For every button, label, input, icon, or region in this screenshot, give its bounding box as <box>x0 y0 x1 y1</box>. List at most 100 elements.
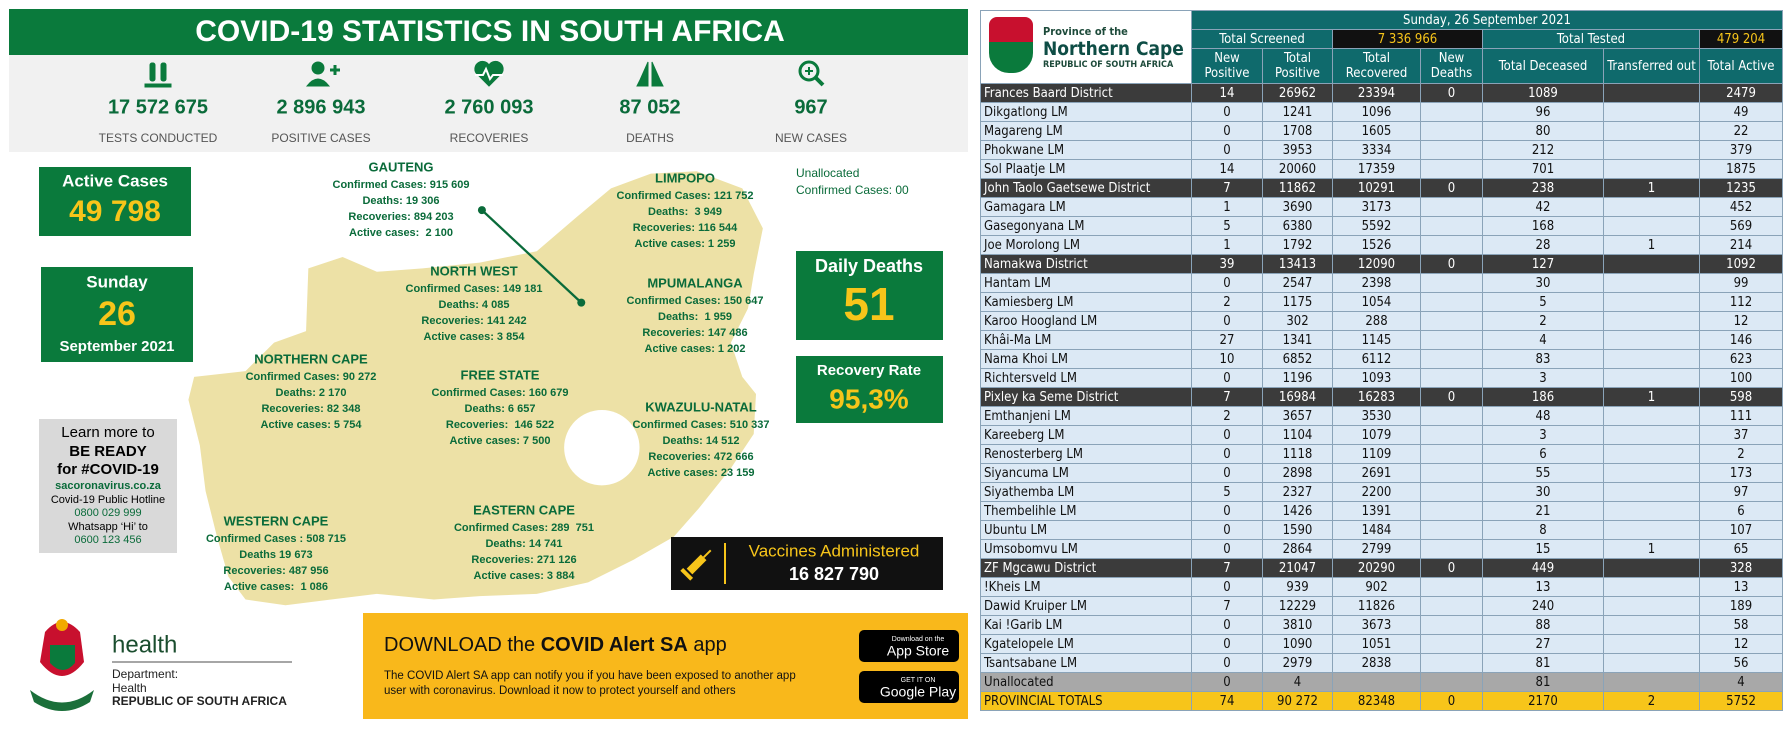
table-cell <box>1420 311 1483 331</box>
table-cell: 3673 <box>1332 615 1421 635</box>
table-cell: Total Recovered <box>1332 48 1421 84</box>
table-cell <box>1420 368 1483 388</box>
table-cell: 2979 <box>1262 653 1333 673</box>
table-cell: 20060 <box>1262 159 1333 179</box>
table-cell: 1093 <box>1332 368 1421 388</box>
table-cell: 3530 <box>1332 406 1421 426</box>
table-cell: 10291 <box>1332 178 1421 198</box>
province-stat: Deaths 19 673 <box>239 549 312 561</box>
table-cell: 5 <box>1191 482 1263 502</box>
hands-icon <box>636 61 664 87</box>
stat-value: 2 896 943 <box>277 96 366 118</box>
table-cell: 2 <box>1482 311 1604 331</box>
stat-label: NEW CASES <box>775 131 847 145</box>
table-cell: 1 <box>1191 197 1263 217</box>
table-cell: 2 <box>1191 292 1263 312</box>
table-cell <box>1603 311 1700 331</box>
table-cell: 0 <box>1191 539 1263 559</box>
table-cell: Umsobomvu LM <box>980 539 1192 559</box>
table-cell: 173 <box>1698 463 1784 483</box>
table-cell: New Positive <box>1191 48 1263 84</box>
table-cell: 1051 <box>1332 634 1421 654</box>
label: Recovery Rate <box>817 362 921 379</box>
map <box>188 171 763 606</box>
table-cell: Joe Morolong LM <box>980 235 1192 255</box>
table-cell: 1 <box>1603 178 1700 198</box>
province-stat: Active cases: 1 202 <box>645 343 746 355</box>
label: GET IT ON <box>901 677 936 684</box>
table-cell: 0 <box>1420 691 1483 711</box>
table-cell <box>1603 121 1700 141</box>
table-cell <box>1420 672 1483 692</box>
label: Active Cases <box>62 171 168 190</box>
table-cell: 0 <box>1191 273 1263 293</box>
province-stat: Confirmed Cases: 149 181 <box>406 283 543 295</box>
table-cell: 189 <box>1698 596 1784 616</box>
province-name: MPUMALANGA <box>647 275 743 290</box>
table-cell: 3173 <box>1332 197 1421 217</box>
heart-icon <box>474 60 504 87</box>
table-cell <box>1603 501 1700 521</box>
table-cell <box>1420 216 1483 236</box>
province-stat: Deaths: 4 085 <box>439 299 510 311</box>
table-cell: 3334 <box>1332 140 1421 160</box>
gauteng-pointer <box>481 209 583 304</box>
table-cell: 26962 <box>1262 83 1333 103</box>
table-cell <box>1420 444 1483 464</box>
table-cell: 2838 <box>1332 653 1421 673</box>
table-cell <box>1420 539 1483 559</box>
stat-label: POSITIVE CASES <box>271 131 370 145</box>
table-cell: 6852 <box>1262 349 1333 369</box>
province-stat: Recoveries: 82 348 <box>261 403 360 415</box>
table-cell <box>1603 672 1700 692</box>
table-cell: 88 <box>1482 615 1604 635</box>
table-cell: Phokwane LM <box>980 140 1192 160</box>
table-cell <box>1603 406 1700 426</box>
table-cell: 379 <box>1698 140 1784 160</box>
table-cell: 288 <box>1332 311 1421 331</box>
table-cell: 449 <box>1482 558 1604 578</box>
table-cell: 27 <box>1482 634 1604 654</box>
table-cell: Hantam LM <box>980 273 1192 293</box>
province-stat: Recoveries: 116 544 <box>633 222 738 234</box>
table-cell: 0 <box>1191 672 1263 692</box>
table-cell: 2864 <box>1262 539 1333 559</box>
table-cell: 2398 <box>1332 273 1421 293</box>
table-row: Magareng LM 0 1708 1605 80 22 <box>980 121 1784 141</box>
table-cell: 30 <box>1482 482 1604 502</box>
province-stat: Recoveries: 894 203 <box>348 211 453 223</box>
table-cell: 0 <box>1420 178 1483 198</box>
table-cell: 65 <box>1698 539 1784 559</box>
table-cell: 80 <box>1482 121 1604 141</box>
table-cell: 0 <box>1191 102 1263 122</box>
table-cell: 7 <box>1191 596 1263 616</box>
table-cell: 21 <box>1482 501 1604 521</box>
table-cell: 1792 <box>1262 235 1333 255</box>
table-cell: 8 <box>1482 520 1604 540</box>
table-cell: 212 <box>1482 140 1604 160</box>
search-plus-icon <box>798 60 825 87</box>
table-cell: 14 <box>1191 83 1263 103</box>
table-row: ZF Mgcawu District 7 21047 20290 0 449 328 <box>980 558 1784 578</box>
table-cell: Khâi-Ma LM <box>980 330 1192 350</box>
table-cell: 701 <box>1482 159 1604 179</box>
province-stat: Recoveries: 271 126 <box>471 554 576 566</box>
table-cell <box>1420 634 1483 654</box>
table-cell: 81 <box>1482 653 1604 673</box>
google-play-button <box>859 671 959 703</box>
table-cell: 1605 <box>1332 121 1421 141</box>
table-cell <box>1603 368 1700 388</box>
table-cell: 1526 <box>1332 235 1421 255</box>
table-cell: 12090 <box>1332 254 1421 274</box>
table-cell <box>1420 463 1483 483</box>
label: REPUBLIC OF SOUTH AFRICA <box>112 694 287 708</box>
table-cell: 1096 <box>1332 102 1421 122</box>
table-cell <box>1420 235 1483 255</box>
table-cell: Karoo Hoogland LM <box>980 311 1192 331</box>
table-row: Dawid Kruiper LM 7 12229 11826 240 189 <box>980 596 1784 616</box>
table-row: Umsobomvu LM 0 2864 2799 15 1 65 <box>980 539 1784 559</box>
table-cell: 0 <box>1191 444 1263 464</box>
table-cell: 111 <box>1698 406 1784 426</box>
stat-label: RECOVERIES <box>450 131 529 145</box>
province-stat: Active cases: 2 100 <box>349 227 453 239</box>
